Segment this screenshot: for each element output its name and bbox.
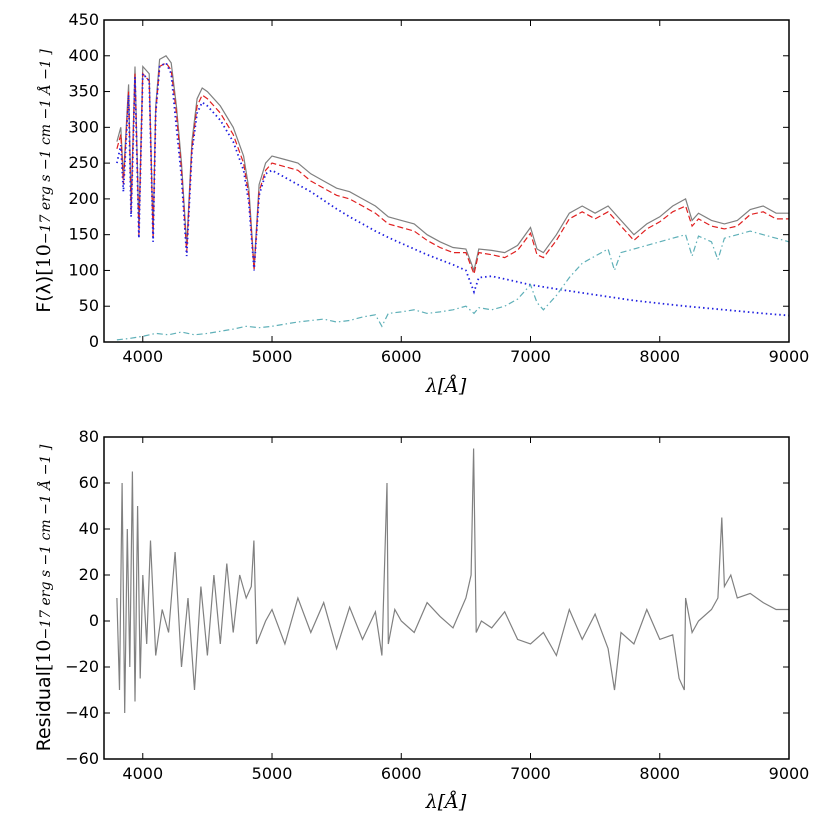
top-y-label-detail: −17 erg s −1 cm −1 Å −1 ] [36, 49, 54, 244]
top-x-tick-label: 9000 [769, 347, 810, 366]
top-y-tick-label: 350 [68, 82, 99, 101]
bottom-x-tick-label: 6000 [381, 764, 422, 783]
top-x-tick-label: 7000 [510, 347, 551, 366]
bottom-y-tick-label: 80 [79, 427, 99, 446]
top-panel: 4000 5000 6000 7000 8000 9000 0 50 100 150 200 250 3… [33, 10, 809, 397]
top-axes-frame [103, 19, 790, 343]
top-y-tick-label: 150 [68, 225, 99, 244]
bottom-series-group [116, 448, 789, 714]
top-y-tick-label: 300 [68, 117, 99, 136]
top-y-label-main: F(λ) [33, 276, 55, 313]
bottom-y-tick-label: 0 [89, 611, 99, 630]
bottom-y-label-main: Residual [33, 671, 55, 751]
bottom-x-tick-label: 7000 [510, 764, 551, 783]
top-x-tick-label: 8000 [639, 347, 680, 366]
bottom-y-label-detail: −17 erg s −1 cm −1 Å −1 ] [36, 444, 54, 639]
bottom-y-tick-label: −20 [65, 657, 99, 676]
top-tick-group: 4000 5000 6000 7000 8000 9000 0 50 100 150 200 250 3… [68, 10, 809, 366]
top-y-tick-label: 0 [89, 332, 99, 351]
top-y-tick-label: 100 [68, 260, 99, 279]
top-y-axis-label: F(λ)[10−17 erg s −1 cm −1 Å −1 ] [33, 49, 55, 313]
bottom-y-tick-label: −60 [65, 749, 99, 768]
top-x-tick-label: 4000 [122, 347, 163, 366]
top-y-tick-label: 250 [68, 153, 99, 172]
top-x-axis-label: λ[Å] [425, 375, 467, 397]
top-y-tick-label: 50 [79, 296, 99, 315]
bottom-y-tick-label: 40 [79, 519, 99, 538]
bottom-series-residual [116, 448, 789, 714]
bottom-y-tick-label: −40 [65, 703, 99, 722]
bottom-y-axis-label: Residual[10−17 erg s −1 cm −1 Å −1 ] [33, 444, 55, 751]
bottom-y-label-unit: [10 [33, 640, 55, 672]
bottom-y-tick-label: 20 [79, 565, 99, 584]
top-x-tick-label: 6000 [381, 347, 422, 366]
bottom-panel: 4000 5000 6000 7000 8000 9000 −60 −40 −20 0 20 40 60… [33, 427, 809, 813]
bottom-x-tick-label: 5000 [252, 764, 293, 783]
top-series-model-fit [116, 62, 789, 277]
svg-text:F(λ)[10−17 erg s −1 cm −1 Å −1: F(λ)[10−17 erg s −1 cm −1 Å −1 ] [33, 49, 55, 313]
top-y-tick-label: 450 [68, 10, 99, 29]
bottom-y-tick-label: 60 [79, 473, 99, 492]
bottom-x-axis-label: λ[Å] [425, 791, 467, 813]
top-x-tick-label: 5000 [252, 347, 293, 366]
bottom-x-tick-label: 9000 [769, 764, 810, 783]
bottom-axes-frame [103, 436, 790, 760]
svg-text:Residual[10−17 erg s −1 cm −1: Residual[10−17 erg s −1 cm −1 Å −1 ] [33, 444, 55, 751]
top-y-label-unit: [10 [33, 244, 55, 276]
top-y-tick-label: 400 [68, 46, 99, 65]
top-series-observed-spectrum [116, 55, 789, 273]
top-series-group [116, 55, 790, 341]
bottom-x-tick-label: 8000 [639, 764, 680, 783]
top-series-stellar-population-component [116, 230, 790, 341]
top-y-tick-label: 200 [68, 189, 99, 208]
bottom-tick-group: 4000 5000 6000 7000 8000 9000 −60 −40 −20 0 20 40 60… [65, 427, 809, 783]
top-series-power-law-continuum-component [116, 61, 790, 317]
bottom-x-tick-label: 4000 [122, 764, 163, 783]
